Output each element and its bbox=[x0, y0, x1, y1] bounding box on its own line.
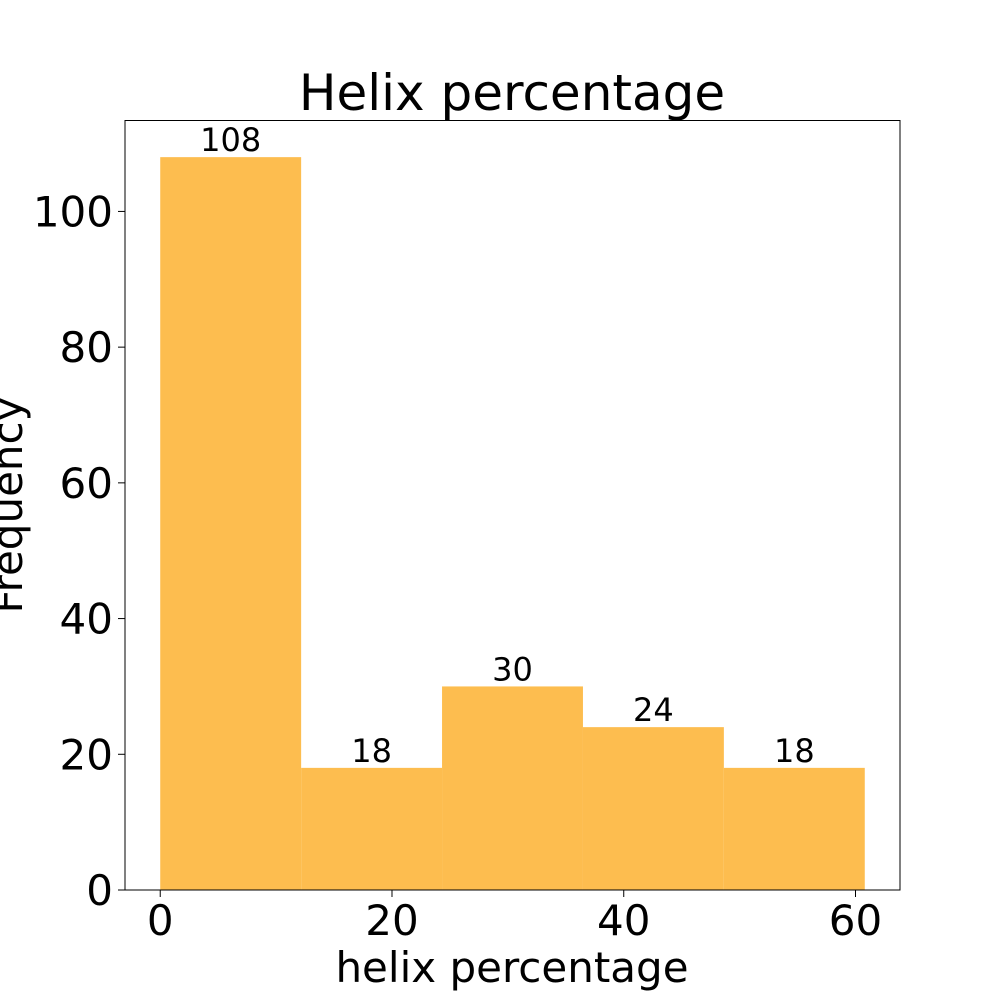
bar-value-label-4: 18 bbox=[774, 732, 815, 770]
plot-frame bbox=[124, 120, 901, 891]
y-tick-label-2: 40 bbox=[60, 595, 113, 644]
x-axis: 0 20 40 60 bbox=[147, 890, 882, 945]
x-tick-label-3: 60 bbox=[829, 896, 882, 945]
y-tick-label-5: 100 bbox=[33, 187, 113, 236]
y-tick-label-4: 80 bbox=[60, 323, 113, 372]
y-axis-label: Frequency bbox=[0, 397, 32, 614]
bar-3 bbox=[582, 727, 724, 890]
x-tick-label-0: 0 bbox=[147, 896, 174, 945]
bar-value-label-0: 108 bbox=[200, 121, 261, 159]
bar-2 bbox=[442, 686, 583, 890]
y-tick-label-0: 0 bbox=[86, 866, 113, 915]
x-tick-label-2: 40 bbox=[597, 896, 650, 945]
y-tick-label-3: 60 bbox=[60, 459, 113, 508]
bar-labels-group: 108 18 30 24 18 bbox=[200, 121, 815, 770]
bar-value-label-1: 18 bbox=[351, 732, 392, 770]
x-axis-label: helix percentage bbox=[335, 943, 688, 992]
bar-value-label-3: 24 bbox=[633, 691, 674, 729]
x-tick-label-1: 20 bbox=[365, 896, 418, 945]
y-axis: 0 20 40 60 80 100 bbox=[33, 187, 125, 915]
y-tick-label-1: 20 bbox=[60, 730, 113, 779]
chart-title: Helix percentage bbox=[299, 64, 725, 122]
bar-1 bbox=[301, 767, 443, 890]
bar-4 bbox=[723, 767, 865, 890]
bar-0 bbox=[160, 157, 302, 891]
bar-value-label-2: 30 bbox=[492, 650, 533, 688]
bars-group bbox=[160, 157, 865, 891]
